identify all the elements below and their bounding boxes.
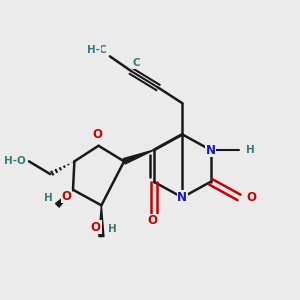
Text: N: N bbox=[206, 143, 216, 157]
Text: O: O bbox=[61, 190, 72, 202]
Text: O: O bbox=[91, 221, 101, 234]
Text: H-: H- bbox=[87, 45, 100, 55]
Text: H: H bbox=[109, 224, 117, 234]
Text: O: O bbox=[246, 191, 256, 204]
Text: O: O bbox=[92, 128, 102, 141]
Text: H: H bbox=[44, 193, 53, 202]
Text: H-O: H-O bbox=[4, 156, 26, 167]
Polygon shape bbox=[99, 205, 104, 237]
Text: N: N bbox=[177, 191, 187, 204]
Text: O: O bbox=[148, 214, 158, 227]
Text: H: H bbox=[246, 145, 255, 155]
Text: C: C bbox=[98, 45, 106, 55]
Polygon shape bbox=[56, 190, 73, 207]
Text: C: C bbox=[133, 58, 140, 68]
Polygon shape bbox=[123, 150, 154, 164]
